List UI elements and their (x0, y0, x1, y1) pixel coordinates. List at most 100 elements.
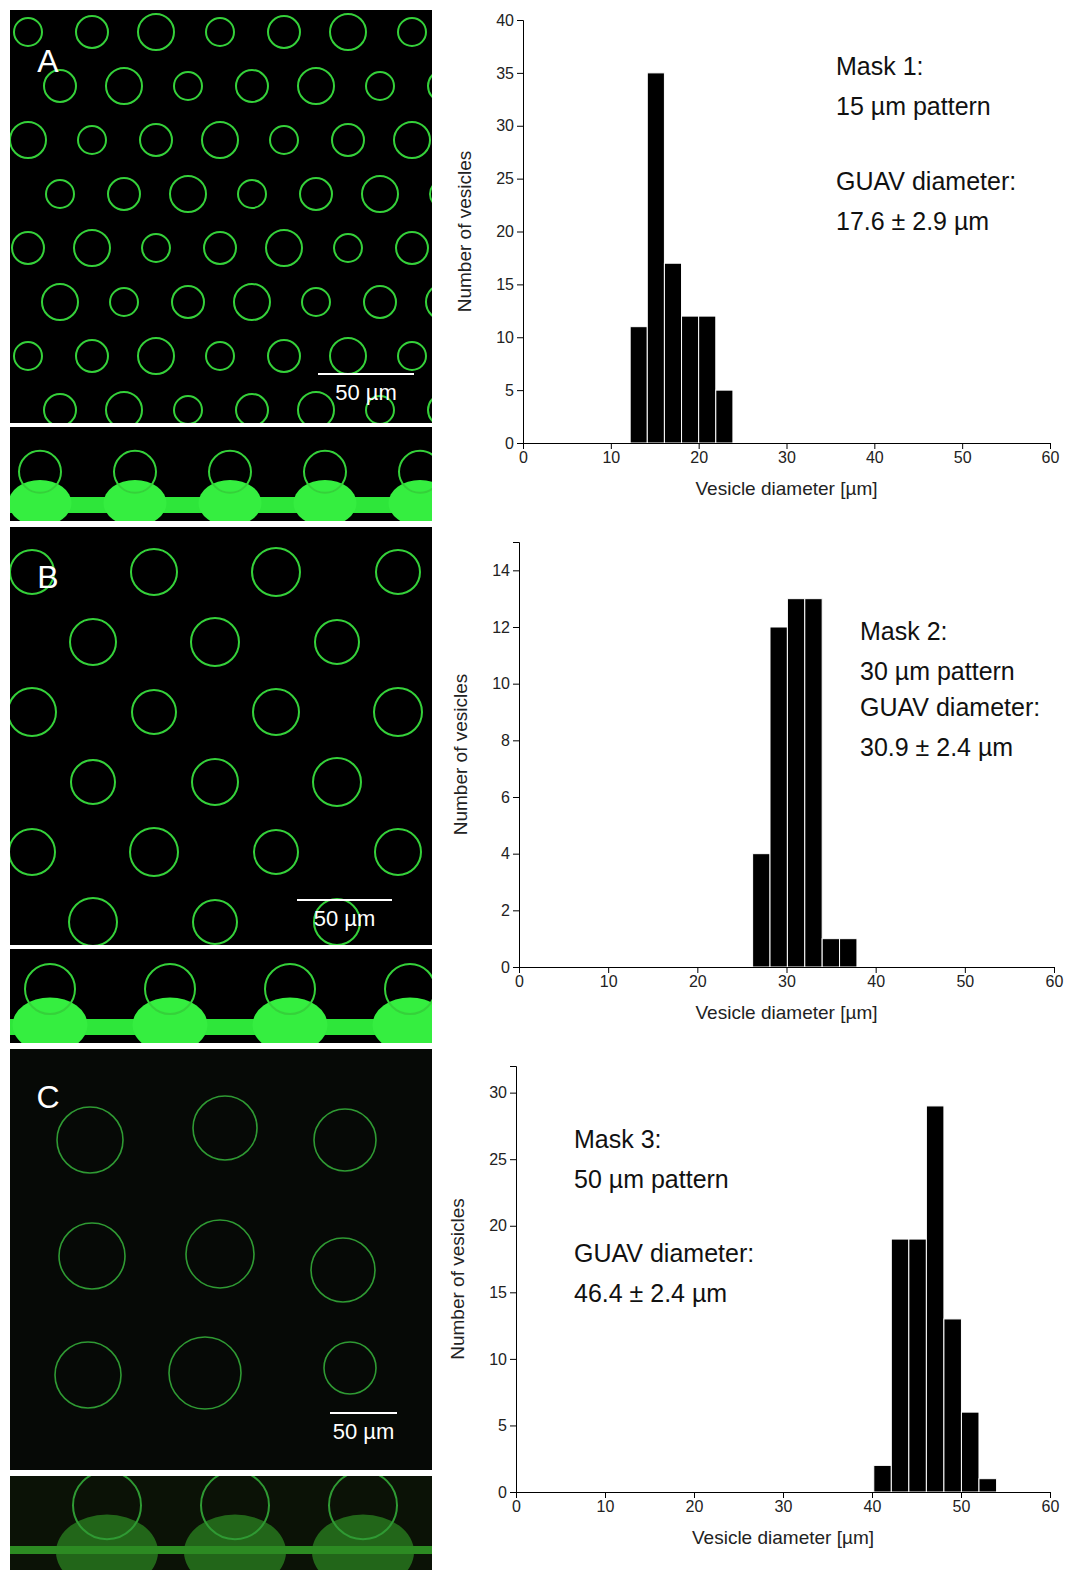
y-tick: 10 (489, 1350, 516, 1367)
y-tick-label: 0 (501, 959, 510, 976)
vesicle-outline (266, 230, 302, 266)
x-tick: 0 (515, 967, 524, 990)
vesicle-outline (298, 68, 334, 104)
annotation: 30 µm pattern (860, 657, 1015, 685)
vesicle-outline (238, 180, 266, 208)
x-axis-title: Vesicle diameter [µm] (695, 1002, 877, 1023)
y-tick: 8 (501, 732, 519, 749)
y-tick-mark (510, 1226, 516, 1227)
x-tick-label: 20 (686, 1498, 704, 1515)
y-tick-mark (513, 967, 519, 968)
vesicle-outline (364, 286, 396, 318)
y-tick-label: 8 (501, 732, 510, 749)
y-tick-mark (513, 910, 519, 911)
y-tick-label: 30 (489, 1084, 507, 1101)
x-tick-label: 20 (690, 449, 708, 466)
y-tick-label: 25 (496, 170, 514, 187)
y-tick-mark (513, 684, 519, 685)
histogram-bar (753, 854, 770, 967)
vesicle-outline (330, 14, 366, 50)
y-tick-label: 35 (496, 64, 514, 81)
gel-dome (253, 998, 328, 1044)
vesicle-outline (130, 828, 178, 876)
x-tick-label: 50 (954, 449, 972, 466)
vesicle-outline (132, 690, 176, 734)
y-tick: 0 (501, 959, 519, 976)
x-tick: 30 (778, 967, 796, 990)
vesicle-outline (169, 1337, 241, 1409)
x-tick-mark (608, 967, 609, 973)
y-tick-label: 10 (489, 1350, 507, 1367)
vesicle-outline (206, 18, 234, 46)
y-tick-label: 4 (501, 845, 510, 862)
y-tick-label: 10 (496, 329, 514, 346)
x-tick-label: 10 (597, 1498, 615, 1515)
vesicle-outline (313, 758, 361, 806)
x-tick-label: 60 (1042, 1498, 1060, 1515)
vesicle-outline (71, 760, 115, 804)
x-tick-mark (699, 443, 700, 449)
y-tick-label: 5 (498, 1417, 507, 1434)
vesicle-outline (311, 1238, 375, 1302)
micrograph (10, 527, 432, 945)
vesicle-outline (142, 234, 170, 262)
x-tick: 20 (686, 1492, 704, 1515)
annotation: Mask 3: (574, 1125, 662, 1153)
y-tick-mark (510, 1159, 516, 1160)
annotation: 50 µm pattern (574, 1165, 729, 1193)
vesicle-outline (110, 288, 138, 316)
y-tick-mark (510, 1093, 516, 1094)
panel-label: C (36, 1079, 59, 1115)
vesicle-outline (426, 284, 432, 320)
y-tick-label: 40 (496, 12, 514, 29)
micrograph (10, 10, 432, 423)
vesicle-outline (430, 180, 432, 208)
vesicle-outline (330, 338, 366, 374)
y-tick-label: 30 (496, 117, 514, 134)
x-tick-label: 40 (866, 449, 884, 466)
vesicle-side (201, 1476, 269, 1539)
vesicle-outline (270, 126, 298, 154)
x-tick-label: 0 (512, 1498, 521, 1515)
y-tick-label: 20 (489, 1217, 507, 1234)
cross-section (10, 949, 432, 1043)
vesicle-side (304, 451, 346, 493)
vesicle-outline (253, 689, 299, 735)
annotation: 17.6 ± 2.9 µm (836, 207, 989, 235)
x-axis-line (517, 1493, 1051, 1499)
y-tick-label: 10 (492, 675, 510, 692)
y-tick: 15 (496, 276, 523, 293)
gel-dome (373, 998, 433, 1044)
gel-dome (199, 480, 262, 521)
y-tick-mark (517, 232, 523, 233)
gel-dome (389, 480, 433, 521)
y-tick: 6 (501, 789, 519, 806)
y-tick-mark (510, 1425, 516, 1426)
x-tick: 20 (690, 443, 708, 466)
x-tick: 10 (600, 967, 618, 990)
x-tick-mark (1050, 1492, 1051, 1498)
annotation: GUAV diameter: (836, 167, 1016, 195)
vesicle-side (114, 451, 156, 493)
panel-label: A (37, 43, 59, 79)
y-tick-label: 0 (505, 435, 514, 452)
scale-bar-label: 50 µm (335, 380, 397, 405)
vesicle-outline (108, 178, 140, 210)
vesicle-side (329, 1476, 397, 1539)
y-tick: 20 (496, 223, 523, 240)
scale-bar-label: 50 µm (314, 906, 376, 931)
vesicle-outline (366, 72, 394, 100)
histogram-bar (805, 599, 822, 967)
vesicle-outline (174, 396, 202, 423)
vesicle-side (19, 451, 61, 493)
vesicle-outline (314, 1109, 376, 1171)
y-tick: 12 (492, 619, 519, 636)
x-tick: 10 (597, 1492, 615, 1515)
vesicle-outline (69, 898, 117, 945)
vesicle-outline (252, 548, 300, 596)
micrograph-background (10, 10, 432, 423)
vesicle-side (385, 964, 432, 1014)
vesicle-outline (59, 1223, 125, 1289)
y-axis-title: Number of vesicles (450, 674, 471, 836)
y-tick: 2 (501, 902, 519, 919)
